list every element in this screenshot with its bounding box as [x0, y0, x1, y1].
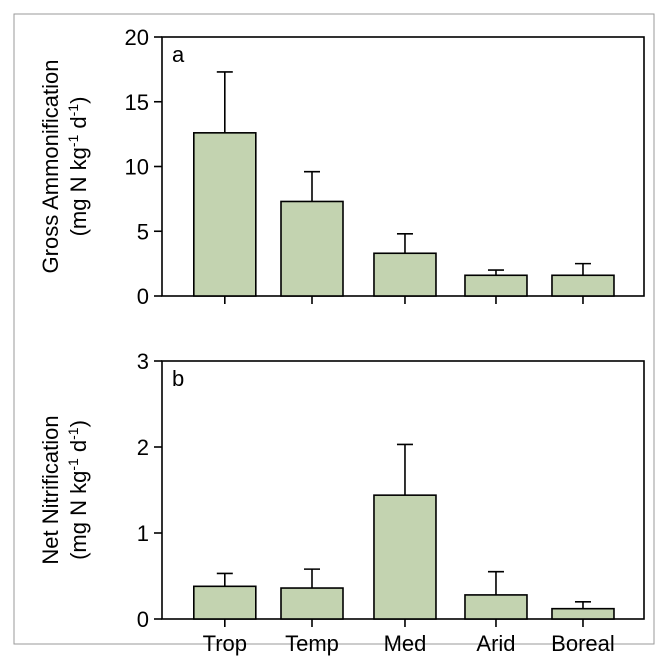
unit-text: ) [66, 97, 91, 104]
bar [464, 594, 528, 620]
unit-text: d [66, 116, 91, 134]
unit-superscript: -1 [65, 427, 81, 440]
panel-label: b [172, 366, 184, 391]
panel-a: 0 5 10 15 20 a Gross Ammonification (mg N kg-1 … [38, 25, 645, 309]
y-tick-label: 0 [137, 284, 149, 309]
y-tick-label: 10 [125, 155, 149, 180]
bar [280, 200, 344, 297]
unit-text: ) [66, 420, 91, 427]
y-tick-label: 2 [137, 435, 149, 460]
bar [193, 132, 257, 297]
y-tick-label: 20 [125, 25, 149, 50]
y-tick-label: 5 [137, 219, 149, 244]
bar [551, 607, 615, 620]
unit-superscript: -1 [65, 104, 81, 117]
y-axis-title: Gross Ammonification [38, 60, 63, 274]
bar [373, 252, 437, 297]
figure-border [13, 13, 655, 645]
x-tick-label: Trop [203, 631, 247, 656]
unit-superscript: -1 [65, 135, 81, 148]
x-tick-label: Med [384, 631, 427, 656]
y-axis-unit: (mg N kg-1 d-1) [65, 97, 91, 237]
x-tick-label: Boreal [551, 631, 615, 656]
unit-superscript: -1 [65, 458, 81, 471]
y-axis-unit: (mg N kg-1 d-1) [65, 420, 91, 560]
bar [373, 494, 437, 620]
bar [193, 585, 257, 620]
unit-text: d [66, 440, 91, 458]
panel-label: a [172, 42, 185, 67]
y-tick-label: 0 [137, 607, 149, 632]
bar [551, 274, 615, 297]
y-tick-label: 1 [137, 521, 149, 546]
bar [280, 587, 344, 620]
y-axis-title: Net Nitrification [38, 415, 63, 564]
y-tick-label: 15 [125, 90, 149, 115]
x-tick-label: Temp [285, 631, 339, 656]
unit-text: (mg N kg [66, 147, 91, 236]
x-tick-label: Arid [476, 631, 515, 656]
unit-text: (mg N kg [66, 471, 91, 560]
bar [464, 274, 528, 297]
y-tick-label: 3 [137, 349, 149, 374]
